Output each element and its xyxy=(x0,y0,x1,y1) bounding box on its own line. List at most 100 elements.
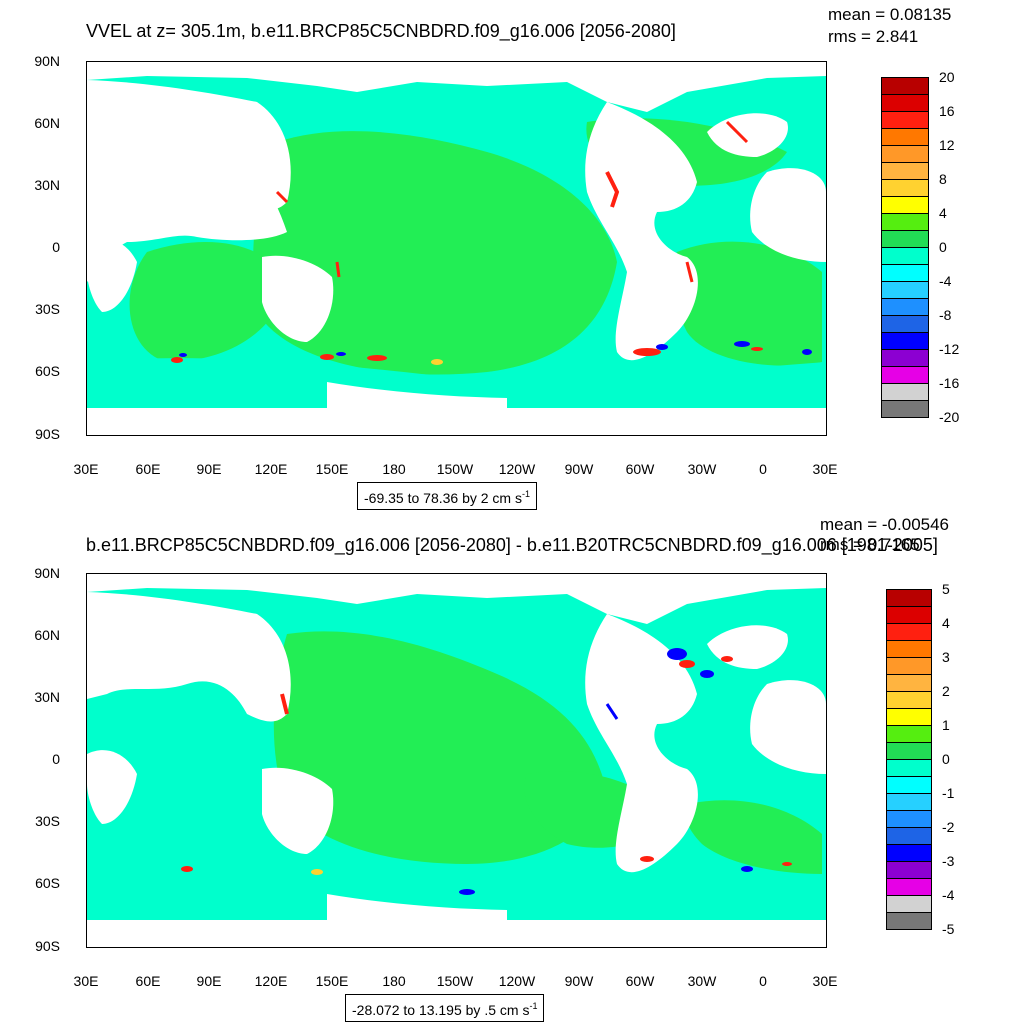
colorbar-label: 12 xyxy=(939,137,955,153)
colorbar-swatch xyxy=(881,383,929,401)
lon-label: 0 xyxy=(759,973,767,989)
colorbar-label: -8 xyxy=(939,307,952,323)
lon-label: 30E xyxy=(812,973,838,989)
lat-label: 60N xyxy=(34,627,60,643)
lat-label: 30N xyxy=(34,177,60,193)
colorbar-swatch xyxy=(886,861,932,879)
lat-label: 90S xyxy=(35,938,60,954)
colorbar-label: 16 xyxy=(939,103,955,119)
colorbar-swatch xyxy=(881,111,929,129)
lat-label: 30S xyxy=(35,301,60,317)
colorbar-swatch xyxy=(881,94,929,112)
colorbar-swatch xyxy=(886,827,932,845)
colorbar-swatch xyxy=(881,366,929,384)
panel-bottom: b.e11.BRCP85C5CNBDRD.f09_g16.006 [2056-2… xyxy=(0,512,1024,1024)
lon-label: 120W xyxy=(498,973,536,989)
range-unit-exponent: -1 xyxy=(521,489,530,499)
lon-label: 30E xyxy=(812,461,838,477)
lon-label: 90E xyxy=(196,461,222,477)
lon-label: 150E xyxy=(315,973,349,989)
colorbar-swatch xyxy=(886,674,932,692)
colorbar-label: -1 xyxy=(942,785,955,801)
lon-label: 60W xyxy=(625,973,655,989)
colorbar-label: 5 xyxy=(942,581,950,597)
colorbar-swatch xyxy=(881,281,929,299)
map-area xyxy=(86,573,827,948)
colorbar-label: -12 xyxy=(939,341,960,357)
colorbar-label: -4 xyxy=(942,887,955,903)
colorbar-swatch xyxy=(886,810,932,828)
lat-label: 60S xyxy=(35,875,60,891)
lon-label: 0 xyxy=(759,461,767,477)
colorbar-swatch xyxy=(886,657,932,675)
lon-label: 90W xyxy=(564,461,594,477)
lat-label: 90N xyxy=(34,53,60,69)
colorbar-swatch xyxy=(886,691,932,709)
colorbar: 5 4 3 2 1 0 -1 -2 -3 -4 -5 xyxy=(886,582,954,936)
lon-label: 120E xyxy=(254,461,288,477)
colorbar-swatch xyxy=(886,742,932,760)
colorbar-swatch xyxy=(881,247,929,265)
lat-label: 60S xyxy=(35,363,60,379)
lat-label: 0 xyxy=(52,751,60,767)
colorbar-label: 8 xyxy=(939,171,947,187)
colorbar-label: 4 xyxy=(939,205,947,221)
lat-label: 90N xyxy=(34,565,60,581)
colorbar-label: -2 xyxy=(942,819,955,835)
lat-label: 60N xyxy=(34,115,60,131)
colorbar-swatch xyxy=(886,895,932,913)
velocity-difference-map xyxy=(87,574,826,947)
colorbar-label: -4 xyxy=(939,273,952,289)
range-text: -69.35 to 78.36 by 2 cm s xyxy=(364,490,522,506)
contour-range-label: -28.072 to 13.195 by .5 cm s-1 xyxy=(345,994,545,1022)
mean-label: mean = -0.00546 xyxy=(820,515,950,534)
lon-label: 150W xyxy=(436,461,474,477)
lon-label: 30W xyxy=(687,461,717,477)
colorbar-swatch xyxy=(881,196,929,214)
panel-top: VVEL at z= 305.1m, b.e11.BRCP85C5CNBDRD.… xyxy=(34,6,960,510)
colorbar-swatch xyxy=(881,298,929,316)
colorbar-label: 3 xyxy=(942,649,950,665)
lon-label: 30W xyxy=(687,973,717,989)
colorbar-label: 2 xyxy=(942,683,950,699)
lon-label: 60E xyxy=(135,973,161,989)
panel-title: b.e11.BRCP85C5CNBDRD.f09_g16.006 [2056-2… xyxy=(86,535,938,555)
rms-label: rms = 2.841 xyxy=(828,27,919,46)
colorbar-label: -5 xyxy=(942,921,955,937)
colorbar-swatch xyxy=(881,128,929,146)
colorbar-swatch xyxy=(881,213,929,231)
lon-label: 30E xyxy=(73,973,99,989)
colorbar-label: 0 xyxy=(942,751,950,767)
lat-label: 30S xyxy=(35,813,60,829)
lat-label: 90S xyxy=(35,426,60,442)
colorbar-label: 0 xyxy=(939,239,947,255)
colorbar-swatch xyxy=(886,912,932,930)
colorbar-swatch xyxy=(886,776,932,794)
colorbar-label: -3 xyxy=(942,853,955,869)
map-area xyxy=(86,61,827,436)
colorbar-swatch xyxy=(881,264,929,282)
rms-label: rms = 0.7165 xyxy=(820,535,920,554)
lon-label: 120E xyxy=(254,973,288,989)
velocity-difference-anomalies xyxy=(181,648,792,895)
colorbar-swatch xyxy=(881,162,929,180)
lon-label: 30E xyxy=(73,461,99,477)
colorbar-swatch xyxy=(881,400,929,418)
colorbar-swatch xyxy=(886,640,932,658)
lon-label: 90E xyxy=(196,973,222,989)
lon-label: 180 xyxy=(382,973,406,989)
colorbar-swatch xyxy=(886,725,932,743)
colorbar-swatch xyxy=(881,230,929,248)
colorbar-swatch xyxy=(881,179,929,197)
colorbar-swatch xyxy=(881,77,929,95)
velocity-anomalies xyxy=(171,120,812,365)
colorbar-label: 1 xyxy=(942,717,950,733)
colorbar-swatch xyxy=(881,145,929,163)
colorbar-label: -20 xyxy=(939,409,960,425)
colorbar-swatch xyxy=(881,349,929,367)
colorbar-label: 4 xyxy=(942,615,950,631)
lon-label: 60E xyxy=(135,461,161,477)
colorbar-swatch xyxy=(886,589,932,607)
lon-label: 90W xyxy=(564,973,594,989)
lon-label: 150W xyxy=(436,973,474,989)
